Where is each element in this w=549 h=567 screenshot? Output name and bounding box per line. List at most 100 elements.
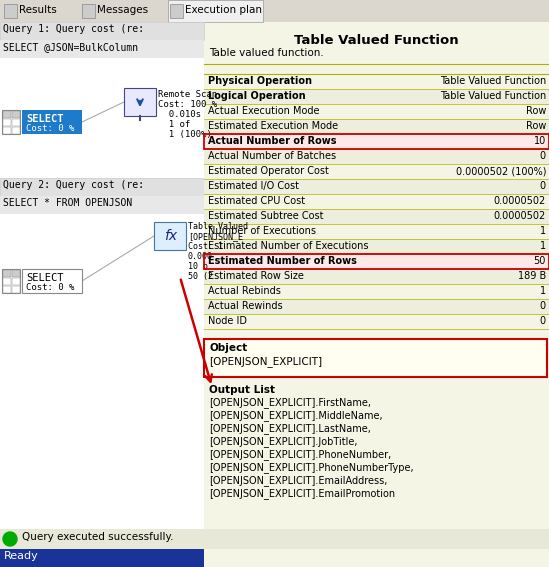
- Text: 1: 1: [540, 286, 546, 296]
- Bar: [204, 74, 549, 89]
- Text: [OPENJSON_EXPLICIT].JobTitle,: [OPENJSON_EXPLICIT].JobTitle,: [209, 436, 357, 447]
- Bar: [4, 4, 17, 18]
- Text: [OPENJSON_EXPLICIT].PhoneNumberType,: [OPENJSON_EXPLICIT].PhoneNumberType,: [209, 462, 413, 473]
- Text: SELECT * FROM OPENJSON: SELECT * FROM OPENJSON: [3, 198, 132, 208]
- Text: 0.0000502 (100%): 0.0000502 (100%): [456, 166, 546, 176]
- Text: Physical Operation: Physical Operation: [208, 76, 312, 86]
- Text: 1: 1: [540, 226, 546, 236]
- Bar: [12, 127, 20, 134]
- Bar: [204, 134, 549, 149]
- Text: Table valued function.: Table valued function.: [209, 48, 324, 58]
- Text: Cost: 0 %: Cost: 0 %: [26, 283, 74, 292]
- Bar: [2, 110, 20, 134]
- Text: 1 of: 1 of: [158, 120, 191, 129]
- Text: Object: Object: [209, 343, 247, 353]
- Text: Table Valued: Table Valued: [188, 222, 248, 231]
- Text: SELECT @JSON=BulkColumn: SELECT @JSON=BulkColumn: [3, 42, 138, 52]
- Bar: [204, 164, 549, 179]
- Text: Ready: Ready: [4, 551, 39, 561]
- Bar: [82, 4, 95, 18]
- Bar: [3, 286, 11, 293]
- Bar: [0, 22, 204, 40]
- Text: [OPENJSON_EXPLICIT].MiddleName,: [OPENJSON_EXPLICIT].MiddleName,: [209, 410, 383, 421]
- Bar: [204, 339, 547, 377]
- Text: 0: 0: [540, 151, 546, 161]
- Bar: [0, 178, 204, 196]
- Text: Actual Rewinds: Actual Rewinds: [208, 301, 283, 311]
- Text: 0.000: 0.000: [188, 252, 213, 261]
- Bar: [204, 209, 549, 224]
- Text: 1: 1: [540, 241, 546, 251]
- Bar: [0, 529, 549, 549]
- Text: 50: 50: [534, 256, 546, 266]
- Text: [OPENJSON_E: [OPENJSON_E: [188, 232, 243, 241]
- Bar: [170, 4, 183, 18]
- Text: Node ID: Node ID: [208, 316, 247, 326]
- Bar: [0, 196, 204, 214]
- Text: Estimated I/O Cost: Estimated I/O Cost: [208, 181, 299, 191]
- Text: 0: 0: [540, 316, 546, 326]
- Text: Query executed successfully.: Query executed successfully.: [22, 532, 173, 542]
- Bar: [0, 549, 204, 567]
- Bar: [22, 110, 82, 134]
- Bar: [204, 149, 549, 164]
- Bar: [168, 0, 263, 22]
- Text: 10 o: 10 o: [188, 262, 208, 271]
- Text: Table Valued Function: Table Valued Function: [294, 34, 459, 47]
- Text: Estimated Number of Rows: Estimated Number of Rows: [208, 256, 357, 266]
- Text: Row: Row: [525, 106, 546, 116]
- Text: Table Valued Function: Table Valued Function: [440, 76, 546, 86]
- Bar: [0, 214, 204, 529]
- Bar: [204, 284, 549, 299]
- Text: [OPENJSON_EXPLICIT].EmailAddress,: [OPENJSON_EXPLICIT].EmailAddress,: [209, 475, 388, 486]
- Text: Remote Scan: Remote Scan: [158, 90, 217, 99]
- Bar: [0, 58, 204, 178]
- Text: 0.0000502: 0.0000502: [494, 196, 546, 206]
- Circle shape: [3, 532, 17, 546]
- Text: Query 2: Query cost (re:: Query 2: Query cost (re:: [3, 180, 144, 190]
- Text: 0.010s: 0.010s: [158, 110, 201, 119]
- Bar: [204, 269, 549, 284]
- Bar: [204, 134, 549, 149]
- Text: Cost: 0 %: Cost: 0 %: [26, 124, 74, 133]
- Bar: [3, 111, 11, 118]
- Text: Messages: Messages: [97, 5, 148, 15]
- Text: Actual Execution Mode: Actual Execution Mode: [208, 106, 320, 116]
- Bar: [12, 278, 20, 285]
- Bar: [3, 278, 11, 285]
- Bar: [154, 222, 186, 250]
- Text: Estimated Operator Cost: Estimated Operator Cost: [208, 166, 329, 176]
- Bar: [12, 119, 20, 126]
- Bar: [12, 286, 20, 293]
- Text: 189 B: 189 B: [518, 271, 546, 281]
- Text: Estimated Row Size: Estimated Row Size: [208, 271, 304, 281]
- Bar: [204, 254, 549, 269]
- Text: 50 (2: 50 (2: [188, 272, 213, 281]
- Bar: [0, 22, 204, 567]
- Text: 0: 0: [540, 181, 546, 191]
- Text: Actual Number of Batches: Actual Number of Batches: [208, 151, 336, 161]
- Bar: [204, 194, 549, 209]
- Text: Estimated Number of Executions: Estimated Number of Executions: [208, 241, 368, 251]
- Text: Logical Operation: Logical Operation: [208, 91, 306, 101]
- Bar: [204, 104, 549, 119]
- Text: [OPENJSON_EXPLICIT].FirstName,: [OPENJSON_EXPLICIT].FirstName,: [209, 397, 371, 408]
- Bar: [0, 40, 204, 58]
- Text: Output List: Output List: [209, 385, 275, 395]
- Text: [OPENJSON_EXPLICIT]: [OPENJSON_EXPLICIT]: [209, 356, 322, 367]
- Bar: [204, 179, 549, 194]
- Text: SELECT: SELECT: [26, 273, 64, 283]
- Bar: [12, 270, 20, 277]
- Text: Cost: 1: Cost: 1: [188, 242, 223, 251]
- Text: Table Valued Function: Table Valued Function: [440, 91, 546, 101]
- Text: Query 1: Query cost (re:: Query 1: Query cost (re:: [3, 24, 144, 34]
- Bar: [12, 111, 20, 118]
- Bar: [204, 239, 549, 254]
- Bar: [124, 88, 156, 116]
- Text: [OPENJSON_EXPLICIT].PhoneNumber,: [OPENJSON_EXPLICIT].PhoneNumber,: [209, 449, 391, 460]
- Text: Results: Results: [19, 5, 57, 15]
- Text: Row: Row: [525, 121, 546, 131]
- Text: 1 (100%): 1 (100%): [158, 130, 212, 139]
- Bar: [204, 119, 549, 134]
- Bar: [22, 269, 82, 293]
